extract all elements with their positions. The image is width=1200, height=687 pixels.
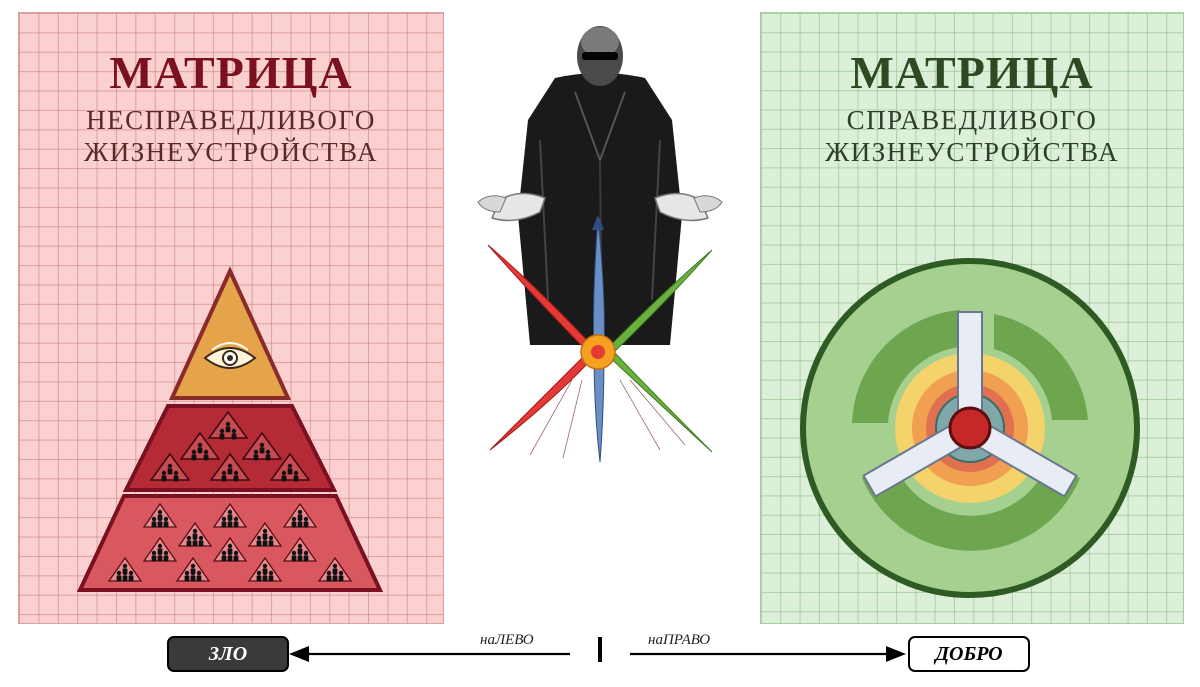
figure-in-black-coat — [477, 26, 723, 346]
right-panel-subtitle-line1: СПРАВЕДЛИВОГО — [846, 105, 1098, 135]
pyramid-apex — [168, 266, 292, 400]
wheel-spokes — [862, 311, 1078, 498]
wheel-center — [948, 406, 992, 450]
left-panel-subtitle-line2: ЖИЗНЕУСТРОЙСТВА — [84, 137, 378, 167]
wheel-outer-segments — [852, 310, 1088, 551]
left-panel-title: МАТРИЦА — [109, 47, 353, 98]
right-direction-label: наПРАВО — [648, 632, 711, 648]
center-divider — [598, 637, 602, 662]
hierarchy-people-icon — [149, 410, 311, 482]
left-direction-label: наЛЕВО — [480, 632, 534, 648]
choice-arrows — [487, 215, 713, 463]
direction-arrows — [289, 646, 906, 662]
right-panel-subtitle-line2: ЖИЗНЕУСТРОЙСТВА — [825, 137, 1119, 167]
left-panel-subtitle-line1: НЕСПРАВЕДЛИВОГО — [86, 105, 376, 135]
justice-wheel — [800, 258, 1140, 598]
all-seeing-eye-icon — [203, 342, 257, 369]
hierarchy-pyramid — [76, 266, 384, 592]
evil-button[interactable]: ЗЛО — [167, 636, 289, 672]
good-button[interactable]: ДОБРО — [908, 636, 1030, 672]
right-panel-title: МАТРИЦА — [850, 47, 1094, 98]
